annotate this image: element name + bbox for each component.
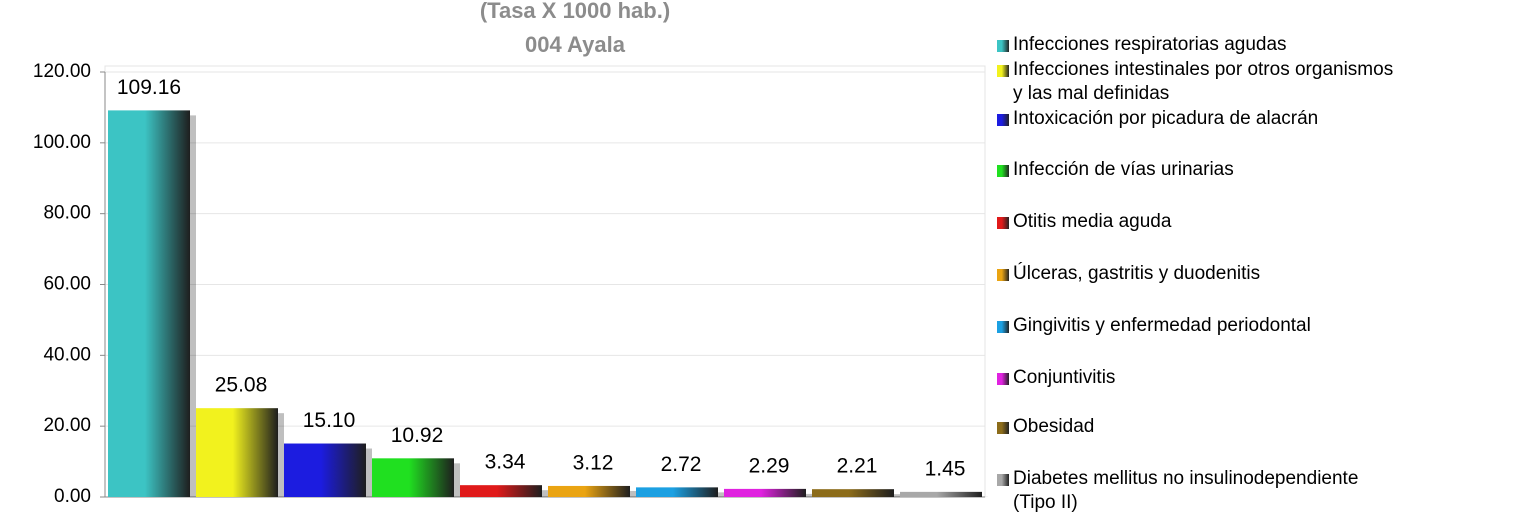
legend-item: Gingivitis y enfermedad periodontal [997,314,1311,338]
data-label: 2.29 [749,454,790,477]
legend-label: Úlceras, gastritis y duodenitis [1013,263,1261,284]
legend-label: Otitis media aguda [1013,211,1172,232]
legend-swatch [997,114,1009,126]
bar [372,458,454,497]
legend-label: Obesidad [1013,416,1095,437]
bar [284,443,366,497]
y-tick-label: 0.00 [54,486,91,507]
legend-swatch [997,40,1009,52]
legend-item: Otitis media aguda [997,210,1171,234]
bar [108,110,190,498]
legend-label: Gingivitis y enfermedad periodontal [1013,315,1311,336]
data-label: 3.12 [573,451,614,474]
bar [724,488,806,497]
data-label: 3.34 [485,451,526,474]
y-tick-label: 80.00 [43,203,91,224]
bar [900,491,982,497]
legend-swatch [997,474,1009,486]
bar [812,489,894,497]
chart-subtitle: 004 Ayala [525,32,626,57]
chart-title: (Tasa X 1000 hab.) [480,0,670,23]
y-tick-label: 100.00 [33,132,91,153]
legend-label: Intoxicación por picadura de alacrán [1013,108,1319,129]
legend-swatch [997,373,1009,385]
legend-item: Infección de vías urinarias [997,158,1234,182]
bar [548,485,630,497]
legend-label: Infección de vías urinarias [1013,159,1234,180]
y-tick-label: 20.00 [43,415,91,436]
legend-swatch [997,269,1009,281]
bar [196,408,278,497]
bar [636,487,718,497]
legend-label: Diabetes mellitus no insulinodependiente… [1013,468,1359,513]
legend-item: Conjuntivitis [997,366,1115,390]
legend-label: Infecciones respiratorias agudas [1013,34,1287,55]
legend-item: Obesidad [997,415,1094,439]
legend-item: Úlceras, gastritis y duodenitis [997,262,1260,286]
data-label: 109.16 [117,76,181,99]
legend-swatch [997,65,1009,77]
legend-item: Infecciones intestinales por otros organ… [997,58,1393,106]
legend-swatch [997,165,1009,177]
bar [460,485,542,497]
y-tick-label: 60.00 [43,274,91,295]
data-label: 2.72 [661,453,702,476]
y-tick-label: 40.00 [43,344,91,365]
legend-label: Conjuntivitis [1013,367,1116,388]
data-label: 2.21 [837,455,878,478]
legend-item: Intoxicación por picadura de alacrán [997,107,1318,131]
legend-swatch [997,422,1009,434]
data-label: 25.08 [215,374,268,397]
y-tick-label: 120.00 [33,61,91,82]
legend-swatch [997,321,1009,333]
legend-label: Infecciones intestinales por otros organ… [1013,59,1394,104]
data-label: 10.92 [391,424,444,447]
legend-item: Infecciones respiratorias agudas [997,33,1287,57]
data-label: 15.10 [303,409,356,432]
data-label: 1.45 [925,457,966,480]
legend-item: Diabetes mellitus no insulinodependiente… [997,467,1358,515]
legend-swatch [997,217,1009,229]
